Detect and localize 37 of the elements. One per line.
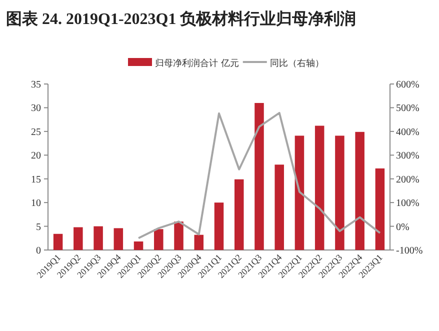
bar	[154, 229, 164, 250]
bar	[114, 228, 124, 250]
y2-tick-label: 600%	[396, 80, 420, 90]
bar	[314, 126, 324, 250]
chart-title: 图表 24. 2019Q1-2023Q1 负极材料行业归母净利润	[6, 10, 356, 28]
legend-label: 归母净利润合计 亿元	[155, 58, 239, 69]
bar	[94, 226, 103, 250]
y-tick-label: 15	[31, 174, 41, 186]
bar	[214, 202, 224, 250]
y2-tick-label: -100%	[396, 246, 423, 256]
bar	[335, 136, 344, 250]
bar	[53, 234, 63, 250]
y2-tick-label: 500%	[396, 103, 420, 114]
bar	[375, 168, 385, 250]
y-tick-label: 10	[31, 198, 41, 210]
bar	[134, 241, 144, 250]
y-tick-label: 30	[31, 103, 41, 114]
y-tick-label: 20	[31, 150, 41, 162]
y-tick-label: 5	[36, 222, 41, 233]
bar	[194, 234, 204, 250]
y-tick-label: 35	[31, 80, 41, 90]
bar	[74, 227, 83, 250]
bar	[274, 164, 284, 250]
y2-tick-label: 200%	[396, 174, 420, 186]
legend-label: 同比（右轴）	[270, 58, 324, 69]
y2-tick-label: 100%	[396, 198, 420, 210]
bar	[234, 179, 244, 250]
line-series	[138, 112, 381, 240]
bar	[355, 132, 364, 250]
y-tick-label: 0	[36, 246, 41, 256]
y2-tick-label: 300%	[396, 150, 420, 162]
bar	[294, 136, 304, 250]
y-tick-label: 25	[31, 126, 41, 138]
y2-tick-label: 400%	[396, 126, 420, 138]
bar	[254, 102, 264, 250]
bar	[174, 222, 184, 250]
y2-tick-label: 0%	[396, 222, 410, 233]
